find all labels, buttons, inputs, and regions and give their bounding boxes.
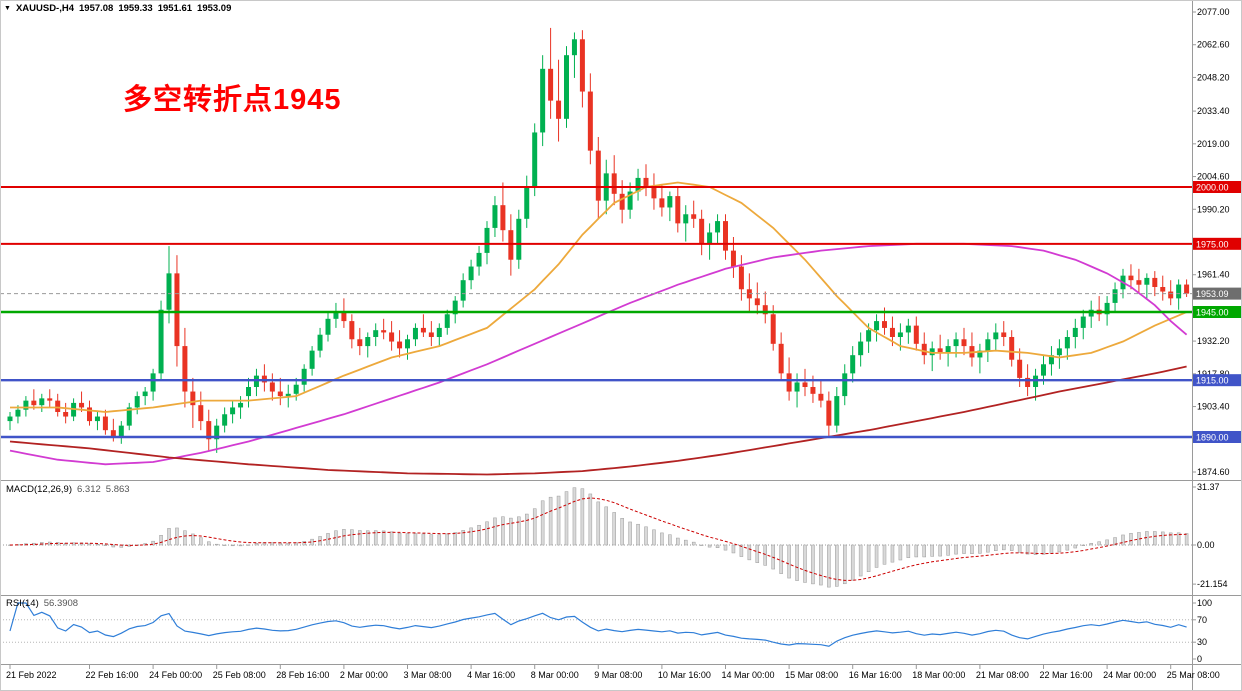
price-line-badge (1193, 287, 1241, 300)
ma-fast-orange (10, 181, 1187, 413)
svg-text:21 Feb 2022: 21 Feb 2022 (6, 670, 57, 680)
svg-text:21 Mar 08:00: 21 Mar 08:00 (976, 670, 1029, 680)
rsi-indicator-label: RSI(14) 56.3908 (6, 598, 78, 609)
svg-text:1961.40: 1961.40 (1197, 270, 1230, 280)
svg-text:0: 0 (1197, 654, 1202, 664)
svg-text:1874.60: 1874.60 (1197, 467, 1230, 477)
svg-text:18 Mar 00:00: 18 Mar 00:00 (912, 670, 965, 680)
svg-text:0.00: 0.00 (1197, 540, 1215, 550)
price-line-badge (1193, 374, 1241, 387)
svg-text:2033.40: 2033.40 (1197, 106, 1230, 116)
candlestick-series (7, 27, 1190, 453)
svg-text:1903.40: 1903.40 (1197, 402, 1230, 412)
svg-text:-21.154: -21.154 (1197, 579, 1228, 589)
ma-mid-magenta (9, 242, 1188, 466)
symbol-dropdown-icon[interactable]: ▼ (4, 5, 11, 12)
svg-text:1915.00: 1915.00 (1196, 376, 1229, 386)
svg-text:1890.00: 1890.00 (1196, 432, 1229, 442)
panel-separators (0, 480, 1242, 665)
rsi-panel (0, 602, 1192, 647)
price-line-badge (1193, 305, 1241, 318)
macd-name: MACD(12,26,9) (6, 484, 72, 495)
svg-text:28 Feb 16:00: 28 Feb 16:00 (276, 670, 329, 680)
svg-text:14 Mar 00:00: 14 Mar 00:00 (722, 670, 775, 680)
svg-text:22 Feb 16:00: 22 Feb 16:00 (86, 670, 139, 680)
svg-text:100: 100 (1197, 598, 1212, 608)
ohlc-low: 1951.61 (157, 3, 193, 14)
svg-text:70: 70 (1197, 615, 1207, 625)
ohlc-close: 1953.09 (197, 3, 232, 14)
ohlc-high: 1959.33 (118, 3, 153, 14)
svg-text:1932.20: 1932.20 (1197, 336, 1230, 346)
svg-text:25 Mar 08:00: 25 Mar 08:00 (1167, 670, 1220, 680)
svg-text:3 Mar 08:00: 3 Mar 08:00 (404, 670, 452, 680)
price-badges: 2000.00 1975.00 1945.00 1915.00 1890.00 1953.… (1193, 181, 1241, 443)
price-axis: 2077.00 2062.60 2048.20 2033.40 2019.00 2004.… (1192, 0, 1230, 691)
svg-text:2004.60: 2004.60 (1197, 172, 1230, 182)
rsi-name: RSI(14) (6, 598, 39, 609)
symbol-period-label: XAUUSD-,H4 (15, 3, 74, 14)
svg-text:1917.80: 1917.80 (1197, 369, 1230, 379)
svg-text:31.37: 31.37 (1197, 482, 1220, 492)
svg-text:4 Mar 16:00: 4 Mar 16:00 (467, 670, 515, 680)
price-line-badge (1193, 430, 1241, 443)
svg-text:24 Feb 00:00: 24 Feb 00:00 (149, 670, 202, 680)
svg-text:10 Mar 16:00: 10 Mar 16:00 (658, 670, 711, 680)
svg-text:24 Mar 00:00: 24 Mar 00:00 (1103, 670, 1156, 680)
svg-text:1990.20: 1990.20 (1197, 204, 1230, 214)
time-axis: 21 Feb 2022 22 Feb 16:00 24 Feb 00:00 25 Fe… (6, 664, 1220, 680)
svg-text:2062.60: 2062.60 (1197, 40, 1230, 50)
svg-text:2000.00: 2000.00 (1196, 183, 1229, 193)
svg-text:30: 30 (1197, 637, 1207, 647)
svg-text:1953.09: 1953.09 (1196, 289, 1229, 299)
price-line-badge (1193, 181, 1241, 193)
svg-text:2077.00: 2077.00 (1197, 7, 1230, 17)
rsi-value: 56.3908 (43, 598, 79, 609)
svg-text:2019.00: 2019.00 (1197, 139, 1230, 149)
svg-text:1975.00: 1975.00 (1196, 239, 1229, 249)
chart-title: ▼ XAUUSD-,H4 1957.08 1959.33 1951.61 195… (4, 3, 231, 14)
svg-text:1945.00: 1945.00 (1196, 307, 1229, 317)
ma-slow-darkred (9, 365, 1187, 476)
svg-text:15 Mar 08:00: 15 Mar 08:00 (785, 670, 838, 680)
svg-text:9 Mar 08:00: 9 Mar 08:00 (594, 670, 642, 680)
horizontal-levels (0, 186, 1192, 439)
svg-text:8 Mar 00:00: 8 Mar 00:00 (531, 670, 579, 680)
svg-text:2 Mar 00:00: 2 Mar 00:00 (340, 670, 388, 680)
macd-signal-line (9, 497, 1187, 581)
macd-indicator-label: MACD(12,26,9) 6.312 5.863 (6, 484, 130, 495)
macd-value-signal: 5.863 (105, 484, 130, 495)
ohlc-open: 1957.08 (79, 3, 114, 14)
svg-text:2048.20: 2048.20 (1197, 72, 1230, 82)
macd-value-main: 6.312 (77, 484, 101, 495)
annotation-note: 多空转折点1945 (123, 84, 342, 116)
price-line-badge (1193, 237, 1241, 250)
svg-text:25 Feb 08:00: 25 Feb 08:00 (213, 670, 266, 680)
macd-panel (0, 487, 1192, 588)
svg-text:16 Mar 16:00: 16 Mar 16:00 (849, 670, 902, 680)
svg-text:22 Mar 16:00: 22 Mar 16:00 (1040, 670, 1093, 680)
macd-histogram (8, 487, 1189, 588)
rsi-line (9, 602, 1187, 647)
